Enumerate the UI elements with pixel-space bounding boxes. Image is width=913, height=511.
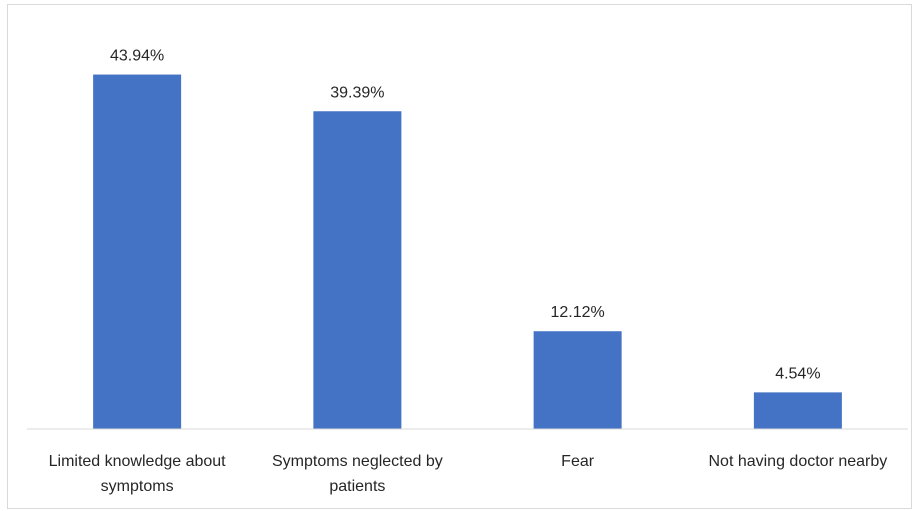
category-label-3: Fear	[561, 453, 595, 470]
category-label-2: Symptoms neglected by patients	[272, 453, 443, 495]
category-label-line: Limited knowledge about	[49, 453, 227, 470]
category-label-line: symptoms	[101, 478, 174, 495]
category-label-4: Not having doctor nearby	[708, 453, 887, 470]
category-label-line: Symptoms neglected by	[272, 453, 443, 470]
bar-2	[313, 111, 402, 429]
value-label-1: 43.94%	[110, 48, 164, 65]
category-label-line: Fear	[561, 453, 595, 470]
value-label-2: 39.39%	[330, 84, 384, 101]
value-labels-group: 43.94% 39.39% 12.12% 4.54%	[110, 48, 821, 383]
bar-1	[93, 74, 182, 430]
value-label-4: 4.54%	[775, 365, 820, 382]
category-label-1: Limited knowledge about symptoms	[49, 453, 227, 495]
category-labels-group: Limited knowledge about symptoms Symptoms …	[49, 453, 888, 495]
bar-4	[753, 392, 842, 429]
category-label-line: patients	[329, 478, 385, 495]
bars-group	[93, 74, 842, 430]
category-label-line: Not having doctor nearby	[708, 453, 887, 470]
value-label-3: 12.12%	[550, 304, 604, 321]
bar-3	[533, 331, 622, 429]
